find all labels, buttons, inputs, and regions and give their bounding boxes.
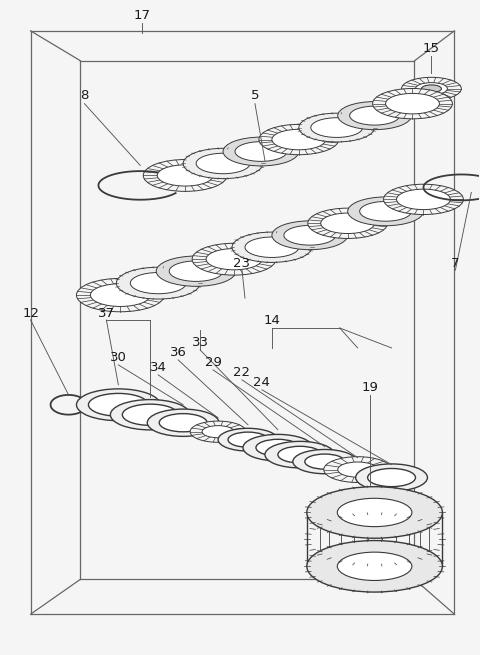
Ellipse shape [196, 153, 250, 174]
Ellipse shape [360, 202, 411, 221]
Text: 19: 19 [361, 381, 378, 394]
Text: 36: 36 [170, 346, 187, 360]
Ellipse shape [147, 409, 219, 436]
Ellipse shape [402, 77, 461, 100]
Text: 22: 22 [233, 366, 251, 379]
Ellipse shape [159, 413, 207, 432]
Ellipse shape [324, 457, 392, 483]
Text: 7: 7 [451, 257, 460, 270]
Ellipse shape [396, 189, 450, 210]
Text: 24: 24 [253, 377, 270, 389]
Ellipse shape [337, 552, 412, 580]
Ellipse shape [305, 454, 345, 469]
Ellipse shape [293, 449, 357, 474]
Ellipse shape [416, 83, 447, 95]
Ellipse shape [356, 464, 428, 491]
Ellipse shape [183, 148, 263, 179]
Text: 5: 5 [251, 89, 259, 102]
Ellipse shape [272, 221, 348, 250]
Ellipse shape [308, 208, 387, 238]
Ellipse shape [321, 213, 374, 234]
Ellipse shape [338, 462, 378, 477]
Ellipse shape [421, 85, 442, 92]
Ellipse shape [278, 446, 322, 463]
Ellipse shape [307, 487, 443, 538]
Ellipse shape [348, 197, 423, 226]
Ellipse shape [265, 441, 335, 468]
Text: 17: 17 [134, 9, 151, 22]
Ellipse shape [368, 468, 416, 487]
Ellipse shape [116, 267, 200, 299]
Ellipse shape [385, 94, 439, 114]
Ellipse shape [384, 184, 463, 215]
Text: 33: 33 [192, 337, 209, 350]
Ellipse shape [169, 261, 223, 282]
Text: 12: 12 [22, 307, 39, 320]
Ellipse shape [337, 498, 412, 527]
Ellipse shape [157, 165, 213, 186]
Ellipse shape [235, 141, 287, 161]
Ellipse shape [192, 243, 276, 275]
Text: 15: 15 [423, 43, 440, 55]
Ellipse shape [232, 232, 312, 263]
Ellipse shape [372, 88, 452, 119]
Ellipse shape [272, 129, 326, 150]
Ellipse shape [110, 400, 190, 430]
Ellipse shape [284, 225, 336, 245]
Ellipse shape [338, 102, 411, 130]
Ellipse shape [299, 113, 374, 142]
Ellipse shape [190, 421, 246, 442]
Ellipse shape [90, 284, 150, 307]
Ellipse shape [76, 278, 164, 312]
Ellipse shape [122, 404, 178, 425]
Ellipse shape [144, 160, 227, 191]
Ellipse shape [256, 440, 300, 456]
Text: 34: 34 [150, 362, 167, 375]
Text: 30: 30 [110, 352, 127, 364]
Text: 14: 14 [264, 314, 280, 327]
Ellipse shape [228, 432, 268, 447]
Text: 37: 37 [98, 307, 115, 320]
Ellipse shape [243, 434, 313, 461]
Ellipse shape [202, 426, 234, 438]
Text: 29: 29 [204, 356, 221, 369]
Ellipse shape [218, 428, 278, 451]
Ellipse shape [76, 389, 160, 421]
Ellipse shape [130, 272, 186, 293]
Ellipse shape [206, 249, 262, 270]
Ellipse shape [156, 256, 236, 286]
Ellipse shape [259, 124, 339, 155]
Text: 8: 8 [80, 89, 89, 102]
Ellipse shape [307, 540, 443, 592]
Ellipse shape [223, 137, 299, 166]
Ellipse shape [245, 237, 299, 257]
Ellipse shape [88, 394, 148, 416]
Ellipse shape [311, 118, 363, 138]
Ellipse shape [350, 106, 399, 125]
Text: 23: 23 [233, 257, 251, 270]
